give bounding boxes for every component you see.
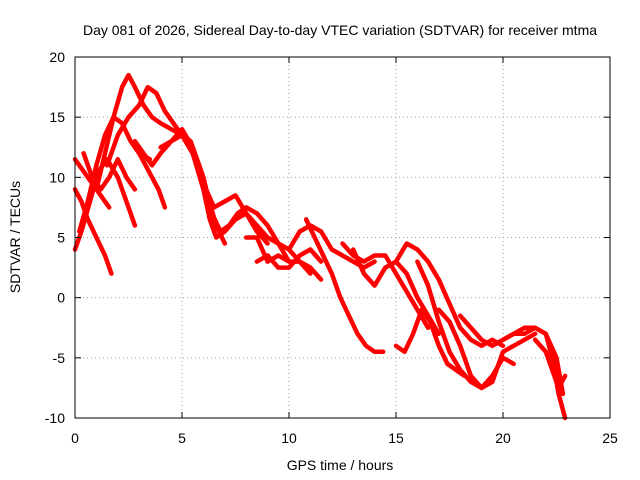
y-tick-label: 10 (49, 169, 65, 185)
series-trace-2 (72, 187, 114, 276)
series-trace-12 (243, 235, 324, 282)
x-axis-label: GPS time / hours (287, 457, 394, 473)
y-tick-label: 20 (49, 49, 65, 65)
x-tick-label: 20 (495, 430, 511, 446)
series-trace-7 (104, 84, 228, 246)
series-trace-15 (303, 217, 386, 355)
x-tick-label: 0 (71, 430, 79, 446)
series-trace-6 (94, 72, 195, 192)
x-tick-label: 15 (388, 430, 404, 446)
series-trace-21 (436, 307, 538, 391)
series-trace-9 (136, 151, 168, 210)
series-trace-19 (393, 307, 467, 379)
x-tick-label: 10 (281, 430, 297, 446)
chart-title: Day 081 of 2026, Sidereal Day-to-day VTE… (83, 22, 597, 38)
y-tick-label: 5 (57, 230, 65, 246)
y-tick-label: -10 (45, 410, 65, 426)
y-tick-label: 0 (57, 290, 65, 306)
series-trace-13 (254, 247, 324, 270)
x-tick-label: 25 (602, 430, 618, 446)
x-tick-label: 5 (178, 430, 186, 446)
y-axis-label: SDTVAR / TECUs (7, 181, 23, 293)
series-trace-24 (532, 337, 568, 391)
series-trace-11 (179, 132, 313, 276)
axis-ticks: 0 5 10 15 20 25 -10 -5 0 5 10 15 20 (45, 49, 618, 446)
grid (75, 57, 610, 418)
y-tick-label: 15 (49, 109, 65, 125)
series-group (72, 72, 568, 421)
y-tick-label: -5 (53, 350, 66, 366)
